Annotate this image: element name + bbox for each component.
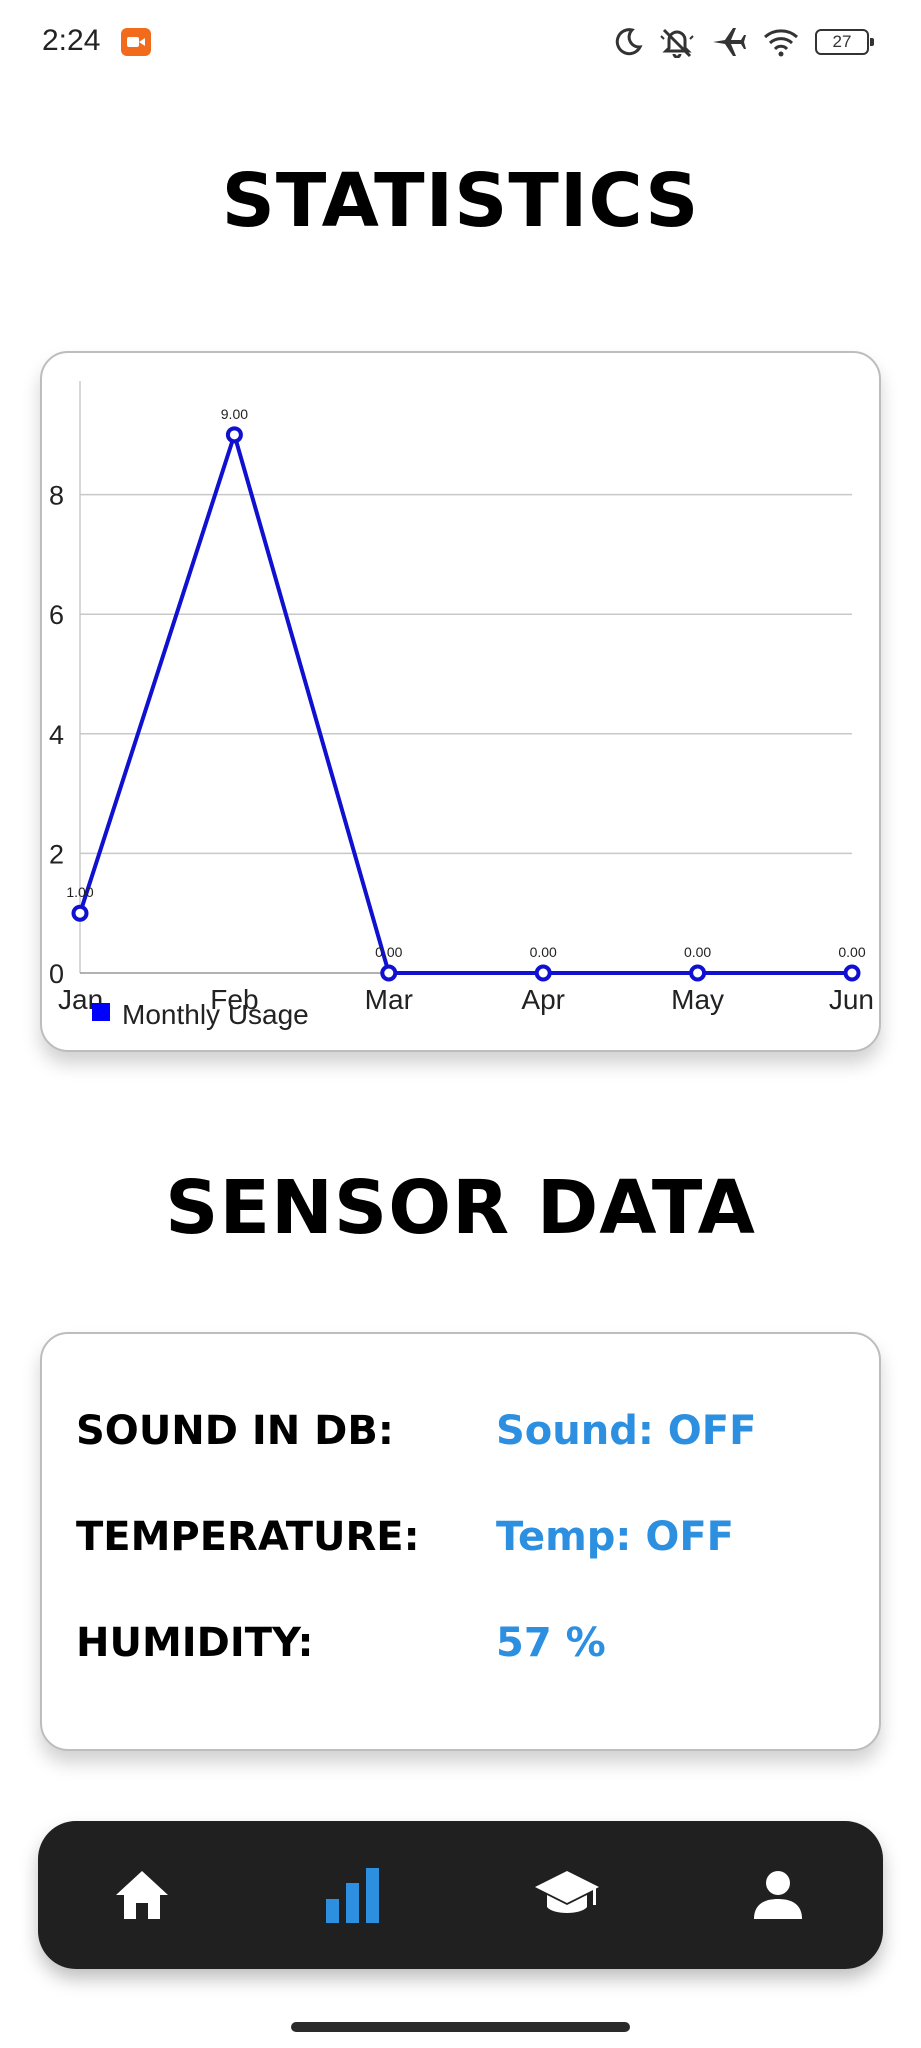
- data-label: 1.00: [66, 884, 93, 900]
- data-point: [843, 964, 861, 982]
- temperature-label: TEMPERATURE:: [76, 1514, 420, 1560]
- graduation-cap-icon: [535, 1871, 599, 1913]
- humidity-value: 57 %: [496, 1620, 606, 1666]
- sensor-row-sound: SOUND IN DB: Sound: OFF: [76, 1408, 856, 1468]
- nav-home[interactable]: [82, 1821, 202, 1969]
- status-icons: 27: [613, 22, 874, 62]
- y-tick-label: 4: [49, 720, 64, 750]
- wifi-icon: [764, 29, 798, 57]
- sensor-row-humidity: HUMIDITY: 57 %: [76, 1620, 856, 1680]
- bell-off-icon: [660, 28, 694, 58]
- statistics-title: STATISTICS: [221, 158, 700, 244]
- legend-swatch: [92, 1003, 110, 1021]
- x-tick-label: May: [671, 984, 724, 1015]
- x-tick-label: Jun: [829, 984, 874, 1015]
- home-indicator[interactable]: [291, 2022, 630, 2032]
- status-bar: 2:24 27: [0, 0, 921, 86]
- sensor-row-temperature: TEMPERATURE: Temp: OFF: [76, 1514, 856, 1574]
- x-tick-label: Apr: [521, 984, 565, 1015]
- nav-statistics[interactable]: [293, 1821, 413, 1969]
- data-point: [534, 964, 552, 982]
- battery-level: 27: [832, 32, 852, 51]
- airplane-icon: [713, 28, 746, 56]
- battery-icon: 27: [815, 29, 874, 55]
- sensor-data-card: SOUND IN DB: Sound: OFF TEMPERATURE: Tem…: [40, 1332, 881, 1751]
- legend-label: Monthly Usage: [122, 999, 309, 1030]
- humidity-label: HUMIDITY:: [76, 1620, 314, 1666]
- nav-profile[interactable]: [718, 1821, 838, 1969]
- x-tick-label: Feb: [210, 984, 258, 1015]
- data-point: [380, 964, 398, 982]
- data-label: 0.00: [838, 944, 865, 960]
- moon-icon: [615, 28, 643, 56]
- status-time: 2:24: [42, 24, 101, 57]
- data-label: 0.00: [530, 944, 557, 960]
- data-point: [225, 426, 243, 444]
- home-icon: [116, 1871, 168, 1919]
- sound-value: Sound: OFF: [496, 1408, 757, 1454]
- x-tick-label: Mar: [365, 984, 413, 1015]
- nav-learning[interactable]: [507, 1821, 627, 1969]
- sound-label: SOUND IN DB:: [76, 1408, 394, 1454]
- bottom-navigation: [38, 1821, 883, 1969]
- temperature-value: Temp: OFF: [496, 1514, 734, 1560]
- y-tick-label: 6: [49, 600, 64, 630]
- bar-chart-icon: [326, 1868, 379, 1923]
- data-point: [689, 964, 707, 982]
- data-label: 0.00: [375, 944, 402, 960]
- data-label: 9.00: [221, 406, 248, 422]
- y-tick-label: 0: [49, 959, 64, 989]
- sensor-data-title: SENSOR DATA: [165, 1165, 756, 1251]
- y-tick-label: 8: [49, 481, 64, 511]
- person-icon: [754, 1871, 802, 1919]
- screen-record-icon: [121, 28, 151, 56]
- series-line: [78, 427, 852, 975]
- data-point: [71, 904, 89, 922]
- statistics-chart-card: 0 2 4 6 8 Jan Feb Mar Apr May Jun 1.00 9.00 0.00 0.00 0…: [40, 351, 881, 1052]
- y-tick-label: 2: [49, 839, 64, 869]
- data-label: 0.00: [684, 944, 711, 960]
